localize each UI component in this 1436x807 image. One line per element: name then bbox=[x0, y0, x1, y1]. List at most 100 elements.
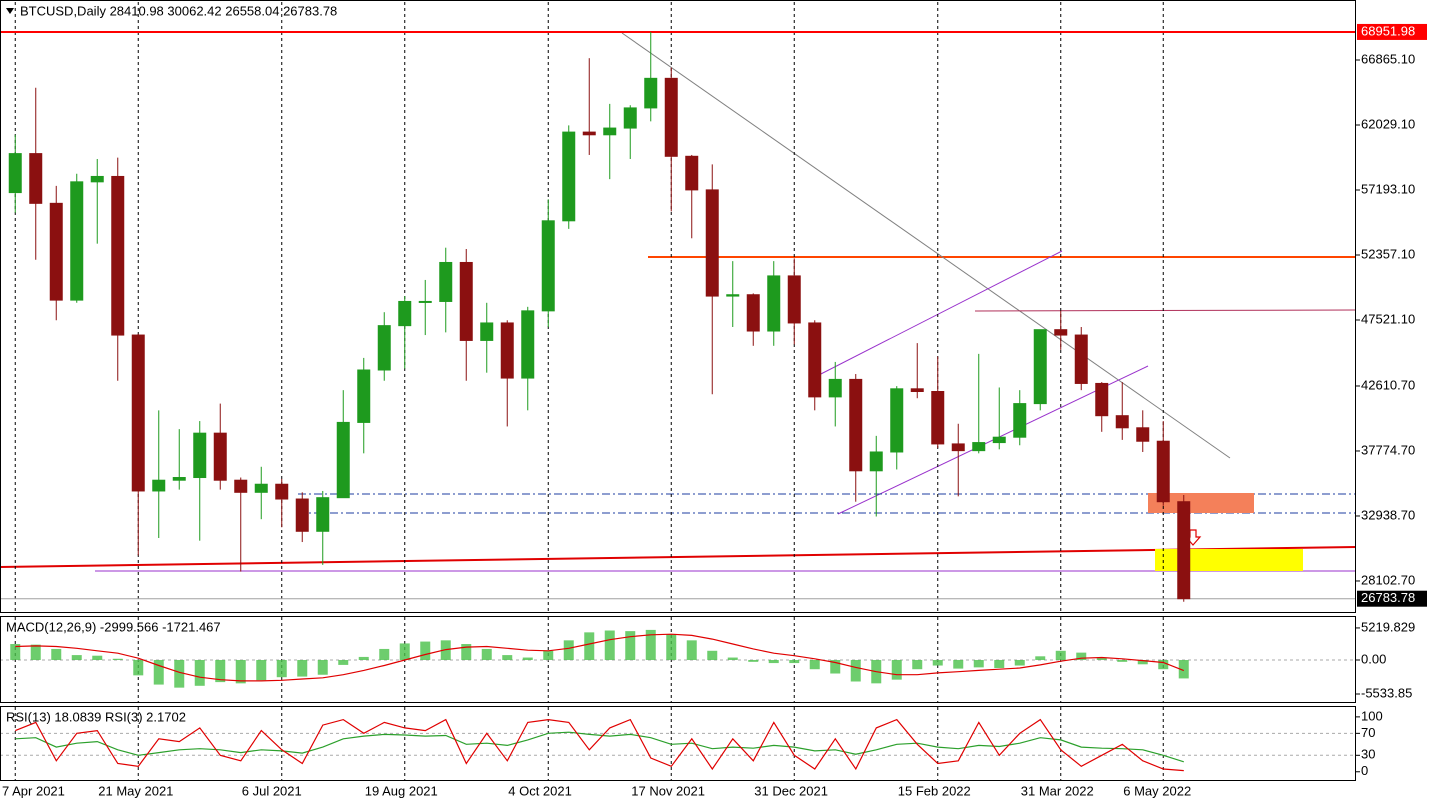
histogram-bar bbox=[973, 660, 984, 668]
y-tick-label: 0 bbox=[1361, 763, 1368, 778]
x-tick-label: 19 Aug 2021 bbox=[365, 783, 438, 798]
x-tick-label: 15 Feb 2022 bbox=[898, 783, 971, 798]
y-tick-label: -5533.85 bbox=[1361, 685, 1412, 700]
histogram-bar bbox=[399, 643, 410, 660]
histogram-bar bbox=[789, 660, 800, 664]
histogram-bar bbox=[625, 631, 636, 660]
candle-body bbox=[193, 432, 207, 479]
channel-line bbox=[814, 250, 1063, 378]
rsi-title: RSI(13) 18.0839 RSI(3) 2.1702 bbox=[6, 709, 186, 724]
candle-body bbox=[828, 378, 842, 398]
symbol-menu-icon[interactable] bbox=[6, 8, 14, 14]
panel-frame bbox=[0, 616, 1356, 703]
candle-body bbox=[603, 127, 617, 136]
candle-body bbox=[131, 334, 145, 492]
y-tick-label: 100 bbox=[1361, 708, 1383, 723]
candle-body bbox=[664, 77, 678, 157]
candle-body bbox=[808, 322, 822, 398]
histogram-bar bbox=[174, 660, 185, 688]
histogram-bar bbox=[1055, 650, 1066, 660]
y-tick-label: 66865.10 bbox=[1361, 51, 1415, 66]
y-tick-label: 30 bbox=[1361, 747, 1375, 762]
series-line bbox=[15, 731, 1184, 763]
histogram-bar bbox=[994, 660, 1005, 668]
y-tick-label: 42610.70 bbox=[1361, 377, 1415, 392]
histogram-bar bbox=[51, 648, 62, 660]
candle-body bbox=[951, 443, 965, 452]
candle-body bbox=[767, 275, 781, 332]
histogram-bar bbox=[1014, 660, 1025, 666]
candle-body bbox=[49, 202, 63, 301]
histogram-bar bbox=[809, 660, 820, 670]
candle-body bbox=[644, 77, 658, 109]
x-tick-label: 21 May 2021 bbox=[98, 783, 173, 798]
histogram-bar bbox=[461, 644, 472, 660]
histogram-bar bbox=[420, 641, 431, 660]
y-tick-label: 37774.70 bbox=[1361, 442, 1415, 457]
zone bbox=[1155, 549, 1303, 571]
candle-body bbox=[398, 300, 412, 327]
candle-body bbox=[111, 175, 125, 336]
frames bbox=[0, 0, 1356, 781]
chart-title: BTCUSD,Daily 28410.98 30062.42 26558.04 … bbox=[20, 3, 337, 18]
candle-body bbox=[90, 175, 104, 183]
histogram-bar bbox=[276, 660, 287, 678]
histogram-bar bbox=[256, 660, 267, 681]
candle-body bbox=[562, 131, 576, 222]
histogram-bar bbox=[215, 660, 226, 683]
x-tick-label: 6 Jul 2021 bbox=[242, 783, 302, 798]
candle-body bbox=[70, 181, 84, 301]
histogram-bar bbox=[522, 657, 533, 660]
y-tick-label: 52357.10 bbox=[1361, 246, 1415, 261]
histogram-bar bbox=[92, 655, 103, 660]
candle-body bbox=[931, 391, 945, 445]
panel-frame bbox=[0, 706, 1356, 781]
histogram-bar bbox=[317, 660, 328, 675]
histogram-bar bbox=[133, 660, 144, 676]
candle-body bbox=[685, 155, 699, 191]
x-tick-label: 4 Oct 2021 bbox=[508, 783, 572, 798]
histogram-bar bbox=[1158, 660, 1169, 670]
histogram-bar bbox=[727, 657, 738, 660]
price-label-box bbox=[1357, 23, 1427, 40]
histogram-bar bbox=[563, 640, 574, 660]
histogram-bar bbox=[543, 650, 554, 660]
histogram-bar bbox=[235, 660, 246, 684]
candle-body bbox=[705, 189, 719, 297]
candle-body bbox=[357, 369, 371, 423]
candle-body bbox=[1033, 329, 1047, 405]
panel-frame bbox=[0, 0, 1356, 613]
histogram-bar bbox=[153, 660, 164, 685]
y-tick-label: 32938.70 bbox=[1361, 507, 1415, 522]
candle-body bbox=[1156, 440, 1170, 503]
candle-body bbox=[152, 479, 166, 492]
candle-body bbox=[849, 378, 863, 472]
x-tick-label: 31 Dec 2021 bbox=[754, 783, 828, 798]
y-tick-label: 28102.70 bbox=[1361, 572, 1415, 587]
series-line bbox=[15, 718, 1184, 772]
histogram-bar bbox=[912, 660, 923, 670]
histogram-bar bbox=[1178, 660, 1189, 679]
candle-body bbox=[746, 294, 760, 332]
histogram-bar bbox=[71, 655, 82, 660]
candle-body bbox=[1095, 382, 1109, 417]
candle-body bbox=[910, 388, 924, 393]
histogram-bar bbox=[30, 644, 41, 660]
histogram-bar bbox=[891, 660, 902, 680]
candle-body bbox=[275, 483, 289, 500]
support-trend-line bbox=[0, 546, 1357, 568]
histogram-bar bbox=[830, 660, 841, 674]
candle-body bbox=[480, 322, 494, 341]
candle-body bbox=[459, 261, 473, 341]
drawings bbox=[0, 32, 1357, 572]
histogram-bar bbox=[1137, 660, 1148, 665]
candle-body bbox=[1074, 334, 1088, 384]
candle-body bbox=[992, 436, 1006, 444]
histogram-bar bbox=[666, 634, 677, 660]
histogram-bar bbox=[358, 656, 369, 660]
candle-body bbox=[1136, 427, 1150, 442]
candle-body bbox=[890, 388, 904, 453]
candle-body bbox=[623, 107, 637, 129]
candle-body bbox=[582, 131, 596, 136]
